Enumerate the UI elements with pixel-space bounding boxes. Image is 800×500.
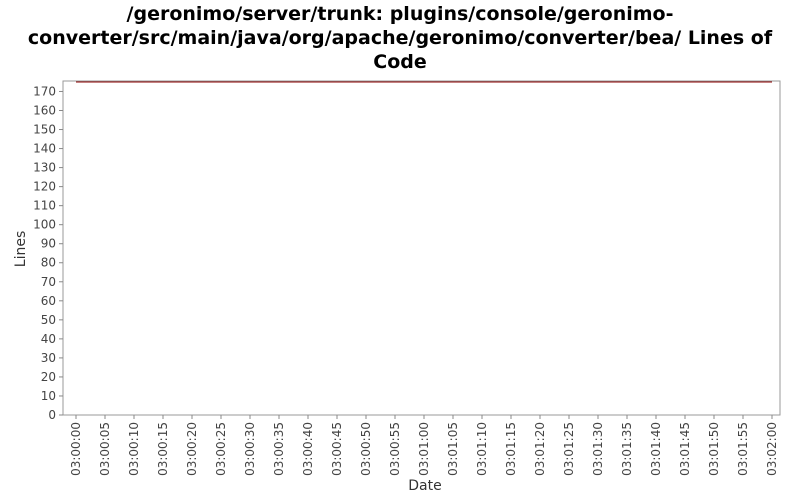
y-tick-label: 10 bbox=[41, 389, 56, 403]
y-tick-label: 140 bbox=[33, 142, 56, 156]
x-tick-label: 03:01:20 bbox=[533, 422, 547, 476]
x-tick-label: 03:01:55 bbox=[736, 422, 750, 476]
x-tick-label: 03:00:10 bbox=[127, 422, 141, 476]
y-tick-label: 150 bbox=[33, 123, 56, 137]
y-tick-label: 170 bbox=[33, 84, 56, 98]
x-tick-label: 03:01:50 bbox=[707, 422, 721, 476]
x-tick-label: 03:00:15 bbox=[156, 422, 170, 476]
y-tick-label: 110 bbox=[33, 199, 56, 213]
x-tick-label: 03:00:00 bbox=[69, 422, 83, 476]
chart-title-line-1: /geronimo/server/trunk: plugins/console/… bbox=[126, 3, 674, 25]
y-tick-label: 0 bbox=[48, 408, 56, 422]
x-tick-label: 03:01:00 bbox=[417, 422, 431, 476]
chart-title-line-3: Code bbox=[373, 51, 427, 73]
x-tick-label: 03:01:05 bbox=[446, 422, 460, 476]
x-tick-label: 03:00:55 bbox=[388, 422, 402, 476]
x-tick-label: 03:00:50 bbox=[359, 422, 373, 476]
y-axis: 0 10 20 30 40 50 60 70 80 90 100 110 120 130 140 150 160… bbox=[33, 84, 63, 422]
x-tick-label: 03:00:30 bbox=[243, 422, 257, 476]
chart-title: /geronimo/server/trunk: plugins/console/… bbox=[0, 2, 800, 74]
x-tick-label: 03:01:15 bbox=[504, 422, 518, 476]
y-tick-label: 90 bbox=[41, 237, 56, 251]
x-axis: 03:00:00 03:00:05 03:00:10 03:00:15 03:00:20… bbox=[69, 415, 779, 476]
y-tick-label: 40 bbox=[41, 332, 56, 346]
x-tick-label: 03:01:45 bbox=[678, 422, 692, 476]
x-tick-label: 03:00:05 bbox=[98, 422, 112, 476]
y-tick-label: 70 bbox=[41, 275, 56, 289]
y-tick-label: 30 bbox=[41, 351, 56, 365]
y-tick-label: 80 bbox=[41, 256, 56, 270]
y-tick-label: 160 bbox=[33, 103, 56, 117]
x-tick-label: 03:00:35 bbox=[272, 422, 286, 476]
plot-area bbox=[62, 80, 781, 416]
y-tick-label: 20 bbox=[41, 370, 56, 384]
x-tick-label: 03:01:10 bbox=[475, 422, 489, 476]
x-tick-label: 03:00:20 bbox=[185, 422, 199, 476]
x-tick-label: 03:00:45 bbox=[330, 422, 344, 476]
y-tick-label: 50 bbox=[41, 313, 56, 327]
x-axis-label: Date bbox=[408, 478, 441, 494]
y-tick-label: 120 bbox=[33, 180, 56, 194]
y-tick-label: 100 bbox=[33, 218, 56, 232]
x-tick-label: 03:01:35 bbox=[620, 422, 634, 476]
x-tick-label: 03:01:30 bbox=[591, 422, 605, 476]
y-tick-label: 60 bbox=[41, 294, 56, 308]
y-axis-label: Lines bbox=[13, 231, 29, 267]
x-tick-label: 03:00:40 bbox=[301, 422, 315, 476]
x-tick-label: 03:02:00 bbox=[765, 422, 779, 476]
x-tick-label: 03:01:40 bbox=[649, 422, 663, 476]
x-tick-label: 03:00:25 bbox=[214, 422, 228, 476]
x-tick-label: 03:01:25 bbox=[562, 422, 576, 476]
chart-title-line-2: converter/src/main/java/org/apache/geron… bbox=[27, 27, 773, 49]
y-tick-label: 130 bbox=[33, 161, 56, 175]
